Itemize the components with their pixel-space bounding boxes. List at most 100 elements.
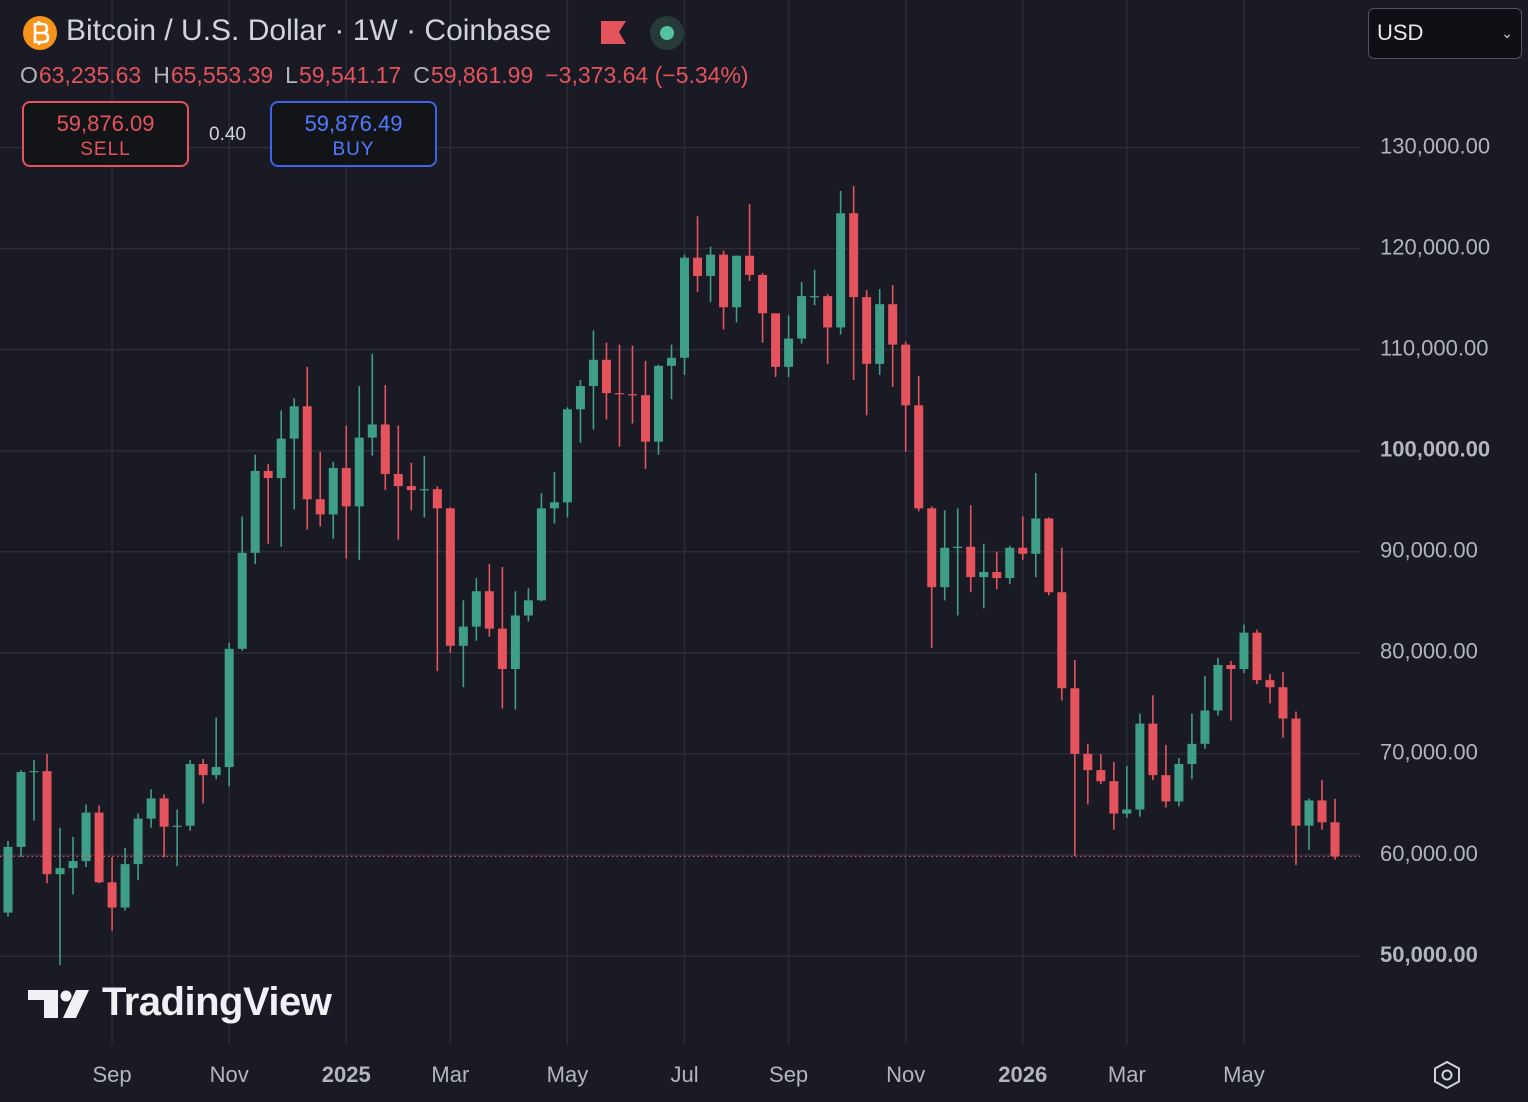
candle-body (198, 764, 208, 776)
buy-button[interactable]: 59,876.49 BUY (270, 101, 437, 167)
candle-body (1265, 680, 1275, 688)
candle-body (94, 812, 104, 883)
candle-body (484, 591, 494, 629)
candle-body (1031, 518, 1041, 554)
candle-body (875, 304, 885, 364)
x-tick-label: 2025 (322, 1062, 371, 1087)
candle-body (1005, 547, 1015, 579)
candle-body (1135, 723, 1145, 810)
candle-body (562, 409, 572, 503)
candle-body (276, 438, 286, 479)
candle-body (849, 213, 859, 298)
candle-body (432, 489, 442, 509)
candle-body (68, 861, 78, 869)
candle-body (1083, 753, 1093, 771)
candle-body (1226, 665, 1236, 670)
ohlc-value: 59,541.17 (298, 62, 402, 88)
sell-button[interactable]: 59,876.09 SELL (22, 101, 189, 167)
candle-body (536, 508, 546, 601)
candle-body (667, 357, 677, 366)
candle-body (146, 798, 156, 819)
candle-body (966, 546, 976, 578)
x-tick-label: Mar (431, 1062, 469, 1087)
candle-body (1291, 718, 1301, 826)
y-tick-label: 90,000.00 (1380, 538, 1478, 563)
x-tick-label: 2026 (998, 1062, 1047, 1087)
candle-body (588, 359, 598, 387)
candle-body (107, 882, 117, 908)
candle-body (1161, 775, 1171, 802)
currency-select[interactable]: USD ⌄ (1368, 8, 1522, 59)
y-tick-label: 110,000.00 (1380, 335, 1488, 360)
candle-body (888, 304, 898, 345)
candle-body (406, 486, 416, 491)
candle-body (250, 470, 260, 553)
y-tick-label: 120,000.00 (1380, 234, 1490, 259)
candle-body (810, 296, 820, 298)
candle-body (693, 257, 703, 276)
change: −3,373.64 (−5.34%) (545, 62, 749, 88)
candle-body (367, 424, 377, 438)
candle-body (940, 547, 950, 588)
x-tick-label: May (1223, 1062, 1265, 1087)
candle-body (29, 771, 39, 773)
candle-body (797, 296, 807, 339)
y-tick-label: 60,000.00 (1380, 841, 1478, 866)
flag-icon[interactable] (601, 21, 626, 44)
candle-body (341, 467, 351, 507)
candle-body (1200, 710, 1210, 744)
x-tick-label: Nov (886, 1062, 925, 1087)
sell-label: SELL (80, 139, 131, 160)
candle-body (640, 395, 650, 442)
candle-body (315, 499, 325, 515)
candle-body (55, 868, 65, 875)
ohlc-item: O63,235.63 (20, 62, 141, 89)
candle-body (263, 470, 273, 479)
candle-body (133, 818, 143, 865)
candle-body (458, 626, 468, 646)
candle-body (81, 812, 91, 862)
candle-body (302, 406, 312, 500)
candle-body (172, 825, 182, 827)
candle-body (1278, 687, 1288, 719)
candle-body (1096, 770, 1106, 782)
candle-body (1109, 781, 1119, 814)
candle-body (120, 864, 130, 908)
y-tick-label: 130,000.00 (1380, 133, 1490, 158)
y-tick-label: 50,000.00 (1380, 942, 1478, 967)
symbol-title: Bitcoin / U.S. Dollar · 1W · Coinbase (66, 14, 552, 47)
candle-body (393, 473, 403, 487)
candle-body (1239, 632, 1249, 670)
ohlc-label: O (20, 62, 38, 88)
ohlc-item: H65,553.39 (153, 62, 273, 89)
settings-icon[interactable] (1434, 1060, 1460, 1090)
candle-body (211, 767, 221, 776)
buy-label: BUY (332, 139, 375, 160)
dropdown-caret: ⌄ (1501, 25, 1513, 41)
x-tick-label: Mar (1108, 1062, 1146, 1087)
ohlc-item: L59,541.17 (285, 62, 401, 89)
y-tick-label: 70,000.00 (1380, 740, 1478, 765)
candle-body (380, 424, 390, 474)
candle-body (1304, 800, 1314, 826)
candle-body (784, 338, 794, 367)
candle-body (1057, 592, 1067, 689)
ohlc-label: H (153, 62, 170, 88)
candle-body (510, 615, 520, 670)
candle-body (732, 255, 742, 308)
candle-body (237, 552, 247, 649)
candle-body (927, 508, 937, 588)
candle-body (601, 359, 611, 394)
candle-body (16, 772, 26, 847)
x-tick-label: Sep (93, 1062, 132, 1087)
candle-body (549, 502, 559, 509)
candle-body (836, 213, 846, 328)
currency-value: USD (1377, 20, 1424, 45)
ohlc-label: L (285, 62, 298, 88)
candle-body (159, 798, 169, 827)
candle-body (445, 508, 455, 646)
candle-body (745, 255, 755, 275)
candle-body (706, 254, 716, 276)
candle-body (185, 764, 195, 826)
